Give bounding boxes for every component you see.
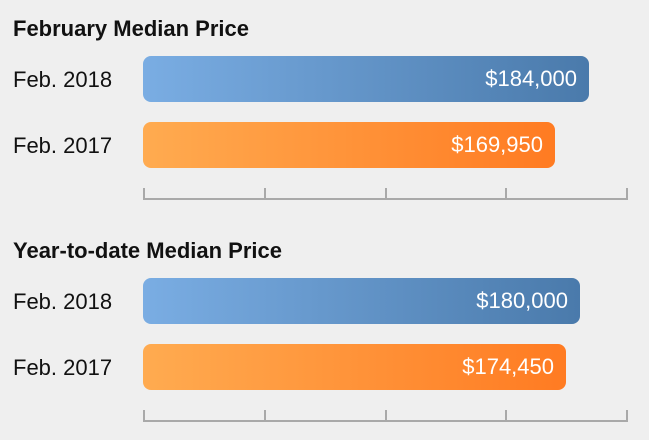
axis-tick	[505, 188, 507, 200]
row-label: Feb. 2018	[13, 67, 113, 92]
bar-feb-2017: $169,950	[143, 122, 555, 168]
bar-value-label: $174,450	[462, 354, 554, 379]
axis-tick	[385, 410, 387, 422]
axis-tick	[626, 410, 628, 422]
bar-value-label: $169,950	[451, 132, 543, 157]
axis-tick	[143, 188, 145, 200]
row-label: Feb. 2017	[13, 355, 113, 380]
row-label: Feb. 2017	[13, 133, 113, 158]
axis-tick	[264, 410, 266, 422]
bar-feb-2018: $184,000	[143, 56, 589, 102]
x-axis	[143, 410, 628, 422]
chart-title-ytd: Year-to-date Median Price	[13, 238, 282, 263]
x-axis	[143, 188, 628, 200]
chart-title-february: February Median Price	[13, 16, 249, 41]
axis-tick	[505, 410, 507, 422]
axis-tick	[626, 188, 628, 200]
bar-feb-2018: $180,000	[143, 278, 580, 324]
bar-value-label: $184,000	[485, 66, 577, 91]
bar-value-label: $180,000	[476, 288, 568, 313]
row-label: Feb. 2018	[13, 289, 113, 314]
axis-tick	[385, 188, 387, 200]
axis-tick	[143, 410, 145, 422]
axis-tick	[264, 188, 266, 200]
bar-feb-2017: $174,450	[143, 344, 566, 390]
